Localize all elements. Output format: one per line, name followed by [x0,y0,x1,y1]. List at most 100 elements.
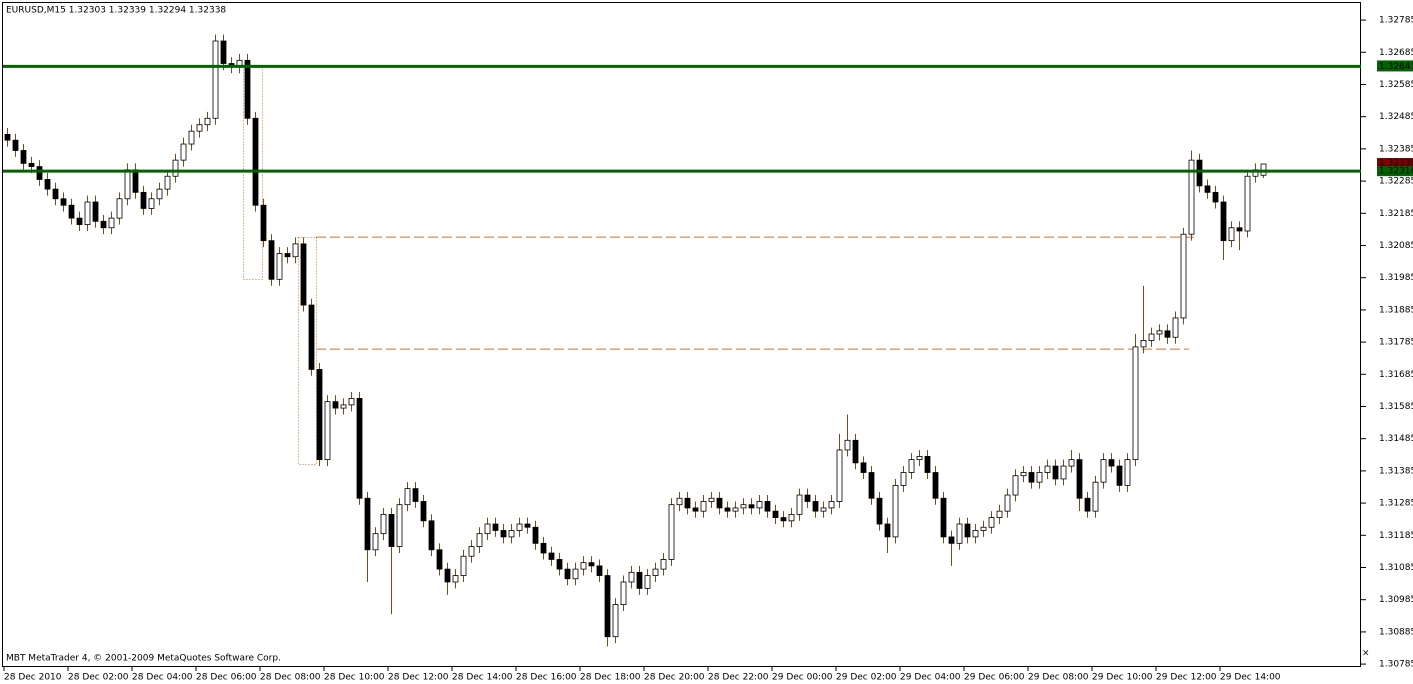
candle-body [524,523,531,528]
x-tick-label: 29 Dec 12:00 [1156,673,1217,683]
x-tick-label: 28 Dec 12:00 [388,673,449,683]
candle-body [852,439,859,464]
candle-body [172,159,179,177]
x-tick-label: 28 Dec 20:00 [644,673,705,683]
range-box [298,237,317,465]
candle-body [36,166,43,180]
candle-body [884,523,891,538]
candle-body [980,526,987,531]
candle-body [708,497,715,502]
candle-body [812,501,819,512]
x-tick-label: 29 Dec 00:00 [772,673,833,683]
plot-frame [2,2,1361,667]
candle-body [868,472,875,499]
candle-body [516,523,523,531]
candle-body [1220,201,1227,242]
candle-body [764,501,771,512]
candle-body [132,169,139,193]
candle-body [820,507,827,512]
y-tick-label: 1.31785 [1379,338,1413,348]
y-tick-label: 1.31885 [1379,305,1413,315]
close-icon[interactable]: × [1362,649,1370,659]
candle-body [572,568,579,580]
x-tick-label: 29 Dec 08:00 [1028,673,1089,683]
candle-body [1204,185,1211,193]
candle-body [548,552,555,560]
candle-body [116,198,123,219]
price-box-label: 1.32316 [1379,167,1413,177]
y-tick-label: 1.32785 [1379,16,1413,26]
candle-body [1140,340,1147,348]
candle-body [692,507,699,512]
candle-body [76,217,83,225]
candle-body [260,204,267,242]
x-tick-label: 28 Dec 14:00 [452,673,513,683]
candle-body [916,456,923,461]
candle-body [108,217,115,229]
candle-body [100,220,107,229]
candle-body [1180,233,1187,319]
candle-body [156,188,163,200]
chart-title: EURUSD,M15 1.32303 1.32339 1.32294 1.323… [6,6,226,16]
candle-body [1196,159,1203,187]
candle-body [420,501,427,522]
candle-body [756,501,763,509]
candle-body [668,504,675,560]
candle-body [4,133,11,141]
candle-body [1020,472,1027,477]
y-tick-label: 1.32185 [1379,209,1413,219]
candle-body [268,240,275,280]
candle-body [844,439,851,451]
candle-body [1244,175,1251,232]
footer: MBT MetaTrader 4, © 2001-2009 MetaQuotes… [6,654,281,664]
candle-body [900,472,907,486]
candle-body [700,501,707,512]
candle-body [332,401,339,409]
candle-body [180,143,187,161]
candle-body [1172,317,1179,338]
candle-body [620,581,627,605]
candle-body [1028,472,1035,483]
y-tick-label: 1.31685 [1379,370,1413,380]
y-tick-label: 1.32385 [1379,144,1413,154]
candle-body [300,243,307,306]
x-tick-label: 28 Dec 02:00 [68,673,129,683]
y-tick-label: 1.32585 [1379,80,1413,90]
candle-body [612,604,619,638]
candle-body [1084,497,1091,512]
candle-body [1116,465,1123,486]
candle-body [948,536,955,544]
candle-body [956,523,963,544]
y-tick-label: 1.31085 [1379,563,1413,573]
y-tick-label: 1.31385 [1379,466,1413,476]
candle-body [188,130,195,145]
candle-body [292,243,299,258]
candle-body [372,533,379,551]
candle-body [364,497,371,551]
candle-body [196,124,203,132]
candle-body [1164,330,1171,338]
candle-body [508,530,515,538]
candle-body [940,497,947,538]
candle-body [348,398,355,406]
candle-body [460,555,467,576]
candle-body [1156,330,1163,335]
candle-body [924,456,931,473]
candle-body [244,59,251,119]
candle-body [204,117,211,126]
candle-body [436,549,443,570]
x-tick-label: 28 Dec 06:00 [196,673,257,683]
candle-body [1068,459,1075,467]
x-tick-label: 28 Dec 18:00 [580,673,641,683]
candle-body [836,449,843,502]
x-tick-label: 29 Dec 04:00 [900,673,961,683]
candle-body [1060,465,1067,480]
bid-box [1377,158,1413,169]
candle-body [500,530,507,538]
candle-body [356,398,363,499]
candle-body [1012,475,1019,496]
candle-body [1108,459,1115,467]
candle-body [636,571,643,589]
candle-body [732,507,739,512]
